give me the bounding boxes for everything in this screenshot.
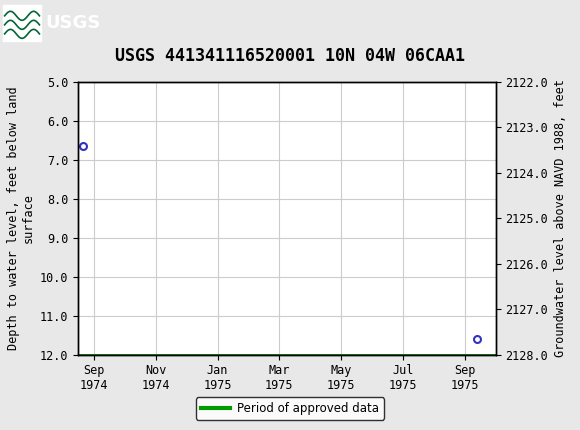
- Y-axis label: Groundwater level above NAVD 1988, feet: Groundwater level above NAVD 1988, feet: [554, 79, 567, 357]
- Bar: [3, 4, 41, 41]
- Text: USGS: USGS: [45, 14, 100, 31]
- Text: USGS 441341116520001 10N 04W 06CAA1: USGS 441341116520001 10N 04W 06CAA1: [115, 47, 465, 65]
- Y-axis label: Depth to water level, feet below land
surface: Depth to water level, feet below land su…: [6, 86, 35, 350]
- Legend: Period of approved data: Period of approved data: [196, 397, 384, 420]
